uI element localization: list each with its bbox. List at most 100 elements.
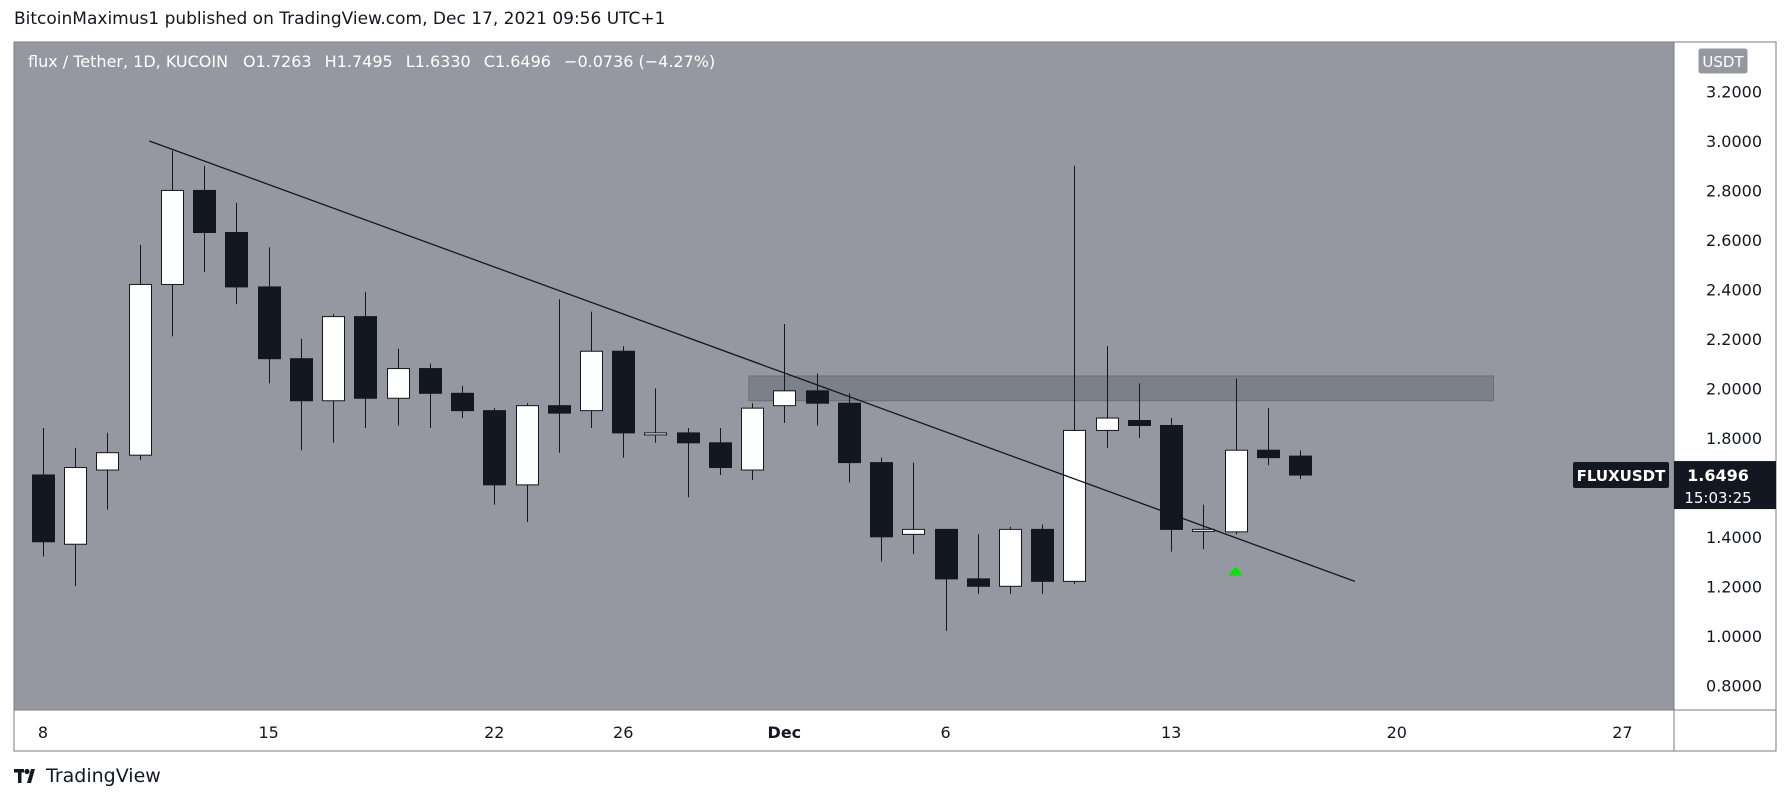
candle-body-down bbox=[612, 350, 635, 434]
y-tick-label: 3.2000 bbox=[1706, 82, 1762, 101]
candle bbox=[741, 403, 764, 480]
candle bbox=[1160, 418, 1183, 552]
tradingview-brand-text[interactable]: TradingView bbox=[46, 765, 161, 787]
candle-body-up bbox=[1192, 528, 1215, 532]
x-tick-label: 13 bbox=[1161, 723, 1181, 742]
symbol-tag: FLUXUSDT bbox=[1573, 462, 1669, 489]
candle bbox=[96, 432, 119, 510]
candle bbox=[1031, 524, 1054, 594]
candle-body-up bbox=[387, 368, 410, 399]
y-tick-label: 2.0000 bbox=[1706, 379, 1762, 398]
plot-border bbox=[13, 41, 1777, 752]
up-arrow-marker bbox=[1228, 566, 1243, 576]
x-tick-label: 22 bbox=[484, 723, 504, 742]
x-tick-label: 15 bbox=[258, 723, 278, 742]
candle-body-down bbox=[935, 528, 958, 580]
symbol-tag-label: FLUXUSDT bbox=[1577, 467, 1666, 485]
symbol-legend[interactable]: flux / Tether, 1D, KUCOIN bbox=[28, 52, 233, 71]
candle-body-down bbox=[870, 462, 893, 538]
candle-body-up bbox=[322, 316, 345, 402]
candle bbox=[516, 403, 539, 522]
candle-body-up bbox=[1063, 429, 1086, 582]
candle bbox=[258, 247, 281, 384]
last-price-tag: 1.6496 15:03:25 bbox=[1674, 461, 1776, 510]
currency-badge-box bbox=[1697, 47, 1749, 75]
x-tick-label: 6 bbox=[940, 723, 950, 742]
candle bbox=[1257, 408, 1280, 466]
candle bbox=[580, 311, 603, 428]
candle bbox=[451, 385, 474, 419]
candle-body-up bbox=[64, 467, 87, 545]
candle-body-down bbox=[1128, 420, 1151, 426]
candle-body-down bbox=[1160, 424, 1183, 530]
candle bbox=[64, 447, 87, 587]
candle-body-down bbox=[193, 189, 216, 234]
candle-body-down bbox=[967, 578, 990, 587]
y-tick-label: 3.0000 bbox=[1706, 132, 1762, 151]
y-tick-label: 1.8000 bbox=[1706, 429, 1762, 448]
bar-countdown-label: 15:03:25 bbox=[1684, 489, 1751, 507]
ohlc-legend: O1.7263 H1.7495 L1.6330 C1.6496 −0.0736 … bbox=[243, 52, 723, 71]
candle bbox=[1063, 165, 1086, 584]
candle-body-up bbox=[129, 283, 152, 456]
y-tick-label: 2.6000 bbox=[1706, 231, 1762, 250]
candle-body-up bbox=[1225, 449, 1248, 533]
candle bbox=[967, 534, 990, 594]
currency-label: USDT bbox=[1702, 53, 1744, 71]
legend-change: −0.0736 (−4.27%) bbox=[564, 52, 716, 71]
candle bbox=[999, 526, 1022, 594]
candle bbox=[548, 299, 571, 453]
candle-body-down bbox=[225, 232, 248, 288]
candle-body-up bbox=[644, 432, 667, 436]
candle-body-up bbox=[96, 452, 119, 471]
candle-body-down bbox=[1257, 449, 1280, 459]
candle-body-up bbox=[902, 528, 925, 535]
y-tick-label: 1.0000 bbox=[1706, 627, 1762, 646]
candle-body-down bbox=[677, 432, 700, 444]
legend-close: C1.6496 bbox=[483, 52, 551, 71]
legend-open: O1.7263 bbox=[243, 52, 312, 71]
candle bbox=[483, 408, 506, 505]
candle-body-down bbox=[32, 474, 55, 543]
legend-high: H1.7495 bbox=[324, 52, 393, 71]
candle bbox=[612, 346, 635, 458]
candle bbox=[290, 338, 313, 451]
candle bbox=[322, 314, 345, 443]
y-tick-label: 2.8000 bbox=[1706, 181, 1762, 200]
x-tick-label: 20 bbox=[1387, 723, 1407, 742]
last-price-box bbox=[1674, 461, 1776, 510]
candle bbox=[161, 150, 184, 337]
candle bbox=[129, 244, 152, 461]
x-tick-label: 8 bbox=[38, 723, 48, 742]
candle-body-down bbox=[419, 368, 442, 394]
candle-body-up bbox=[1096, 417, 1119, 431]
candle bbox=[677, 427, 700, 498]
publisher-line: BitcoinMaximus1 published on TradingView… bbox=[14, 9, 666, 29]
candle-body-down bbox=[290, 358, 313, 402]
candle bbox=[935, 528, 958, 631]
candle-body-up bbox=[516, 405, 539, 486]
symbol-tag-box bbox=[1573, 462, 1669, 489]
tradingview-brand[interactable]: TradingView bbox=[14, 765, 161, 787]
candle-body-down bbox=[483, 410, 506, 486]
candle-body-down bbox=[709, 442, 732, 469]
candle-body-down bbox=[1289, 455, 1312, 476]
candle-body-up bbox=[773, 390, 796, 407]
candle bbox=[1225, 378, 1248, 535]
currency-badge: USDT bbox=[1697, 47, 1749, 75]
candle bbox=[1128, 383, 1151, 438]
candle-body-down bbox=[258, 286, 281, 360]
candle-body-down bbox=[548, 405, 571, 414]
resistance-zone bbox=[748, 375, 1494, 402]
legend-low: L1.6330 bbox=[405, 52, 471, 71]
symbol-title[interactable]: flux / Tether, 1D, KUCOIN bbox=[28, 52, 229, 71]
descending-trendline bbox=[149, 140, 1356, 582]
y-tick-label: 2.2000 bbox=[1706, 330, 1762, 349]
candle bbox=[644, 388, 667, 443]
candle-body-down bbox=[451, 392, 474, 412]
candle-body-down bbox=[1031, 528, 1054, 582]
y-tick-label: 1.2000 bbox=[1706, 577, 1762, 596]
candle bbox=[32, 427, 55, 557]
candle bbox=[709, 427, 732, 475]
